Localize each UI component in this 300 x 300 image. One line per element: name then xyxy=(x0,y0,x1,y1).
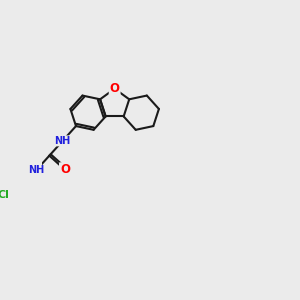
Text: Cl: Cl xyxy=(0,190,10,200)
Text: O: O xyxy=(60,163,70,176)
Text: NH: NH xyxy=(55,136,71,146)
Text: NH: NH xyxy=(28,166,44,176)
Text: O: O xyxy=(110,82,120,95)
